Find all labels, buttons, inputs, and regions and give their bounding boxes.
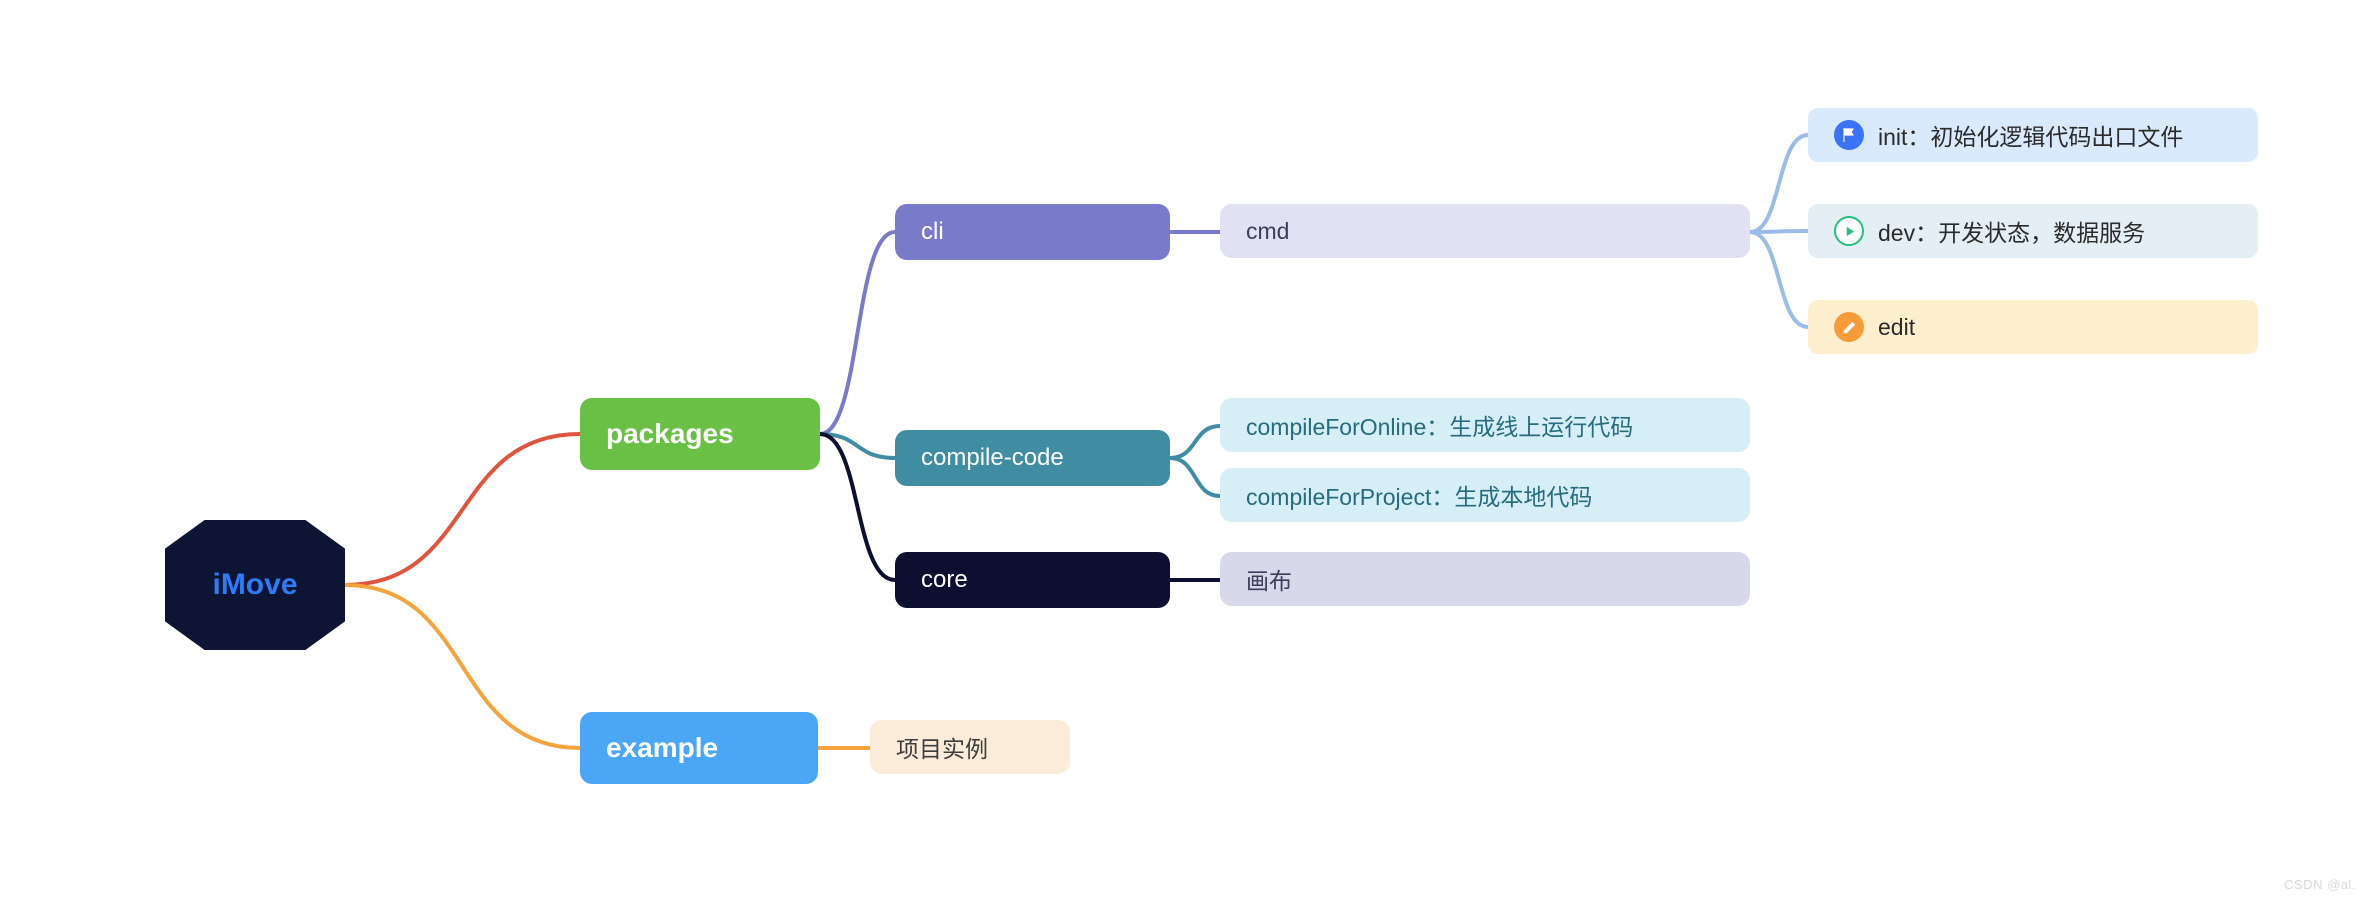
node-edit[interactable]: edit — [1808, 300, 2258, 354]
node-cmd[interactable]: cmd — [1220, 204, 1750, 258]
node-init[interactable]: init：初始化逻辑代码出口文件 — [1808, 108, 2258, 162]
node-compile-code[interactable]: compile-code — [895, 430, 1170, 486]
node-label: edit — [1878, 314, 1915, 341]
node-label: init：初始化逻辑代码出口文件 — [1878, 118, 2183, 152]
node-canvas[interactable]: 画布 — [1220, 552, 1750, 606]
node-label: iMove — [212, 568, 297, 602]
edge — [1170, 426, 1220, 458]
node-label: packages — [606, 418, 734, 450]
edge — [820, 434, 895, 458]
edge — [1750, 135, 1808, 232]
node-compile-online[interactable]: compileForOnline：生成线上运行代码 — [1220, 398, 1750, 452]
node-root[interactable]: iMove — [165, 520, 345, 650]
edge — [345, 585, 580, 748]
node-core[interactable]: core — [895, 552, 1170, 608]
pencil-icon — [1834, 312, 1864, 342]
node-packages[interactable]: packages — [580, 398, 820, 470]
node-label: example — [606, 732, 718, 764]
watermark: CSDN @al. — [2284, 877, 2356, 892]
edge — [820, 232, 895, 434]
play-icon — [1834, 216, 1864, 246]
node-label: cmd — [1246, 218, 1289, 245]
node-label: 画布 — [1246, 562, 1292, 596]
node-label: compileForOnline：生成线上运行代码 — [1246, 408, 1633, 442]
edge — [1750, 231, 1808, 232]
edge — [820, 434, 895, 580]
node-cli[interactable]: cli — [895, 204, 1170, 260]
edge — [345, 434, 580, 585]
node-example[interactable]: example — [580, 712, 818, 784]
node-label: 项目实例 — [896, 730, 988, 764]
node-label: compileForProject：生成本地代码 — [1246, 478, 1592, 512]
node-label: cli — [921, 218, 944, 246]
node-label: dev：开发状态，数据服务 — [1878, 214, 2145, 248]
node-label: compile-code — [921, 444, 1064, 472]
flag-icon — [1834, 120, 1864, 150]
node-compile-project[interactable]: compileForProject：生成本地代码 — [1220, 468, 1750, 522]
edge — [1170, 458, 1220, 496]
node-dev[interactable]: dev：开发状态，数据服务 — [1808, 204, 2258, 258]
edge — [1750, 232, 1808, 327]
node-label: core — [921, 566, 968, 594]
node-project-example[interactable]: 项目实例 — [870, 720, 1070, 774]
